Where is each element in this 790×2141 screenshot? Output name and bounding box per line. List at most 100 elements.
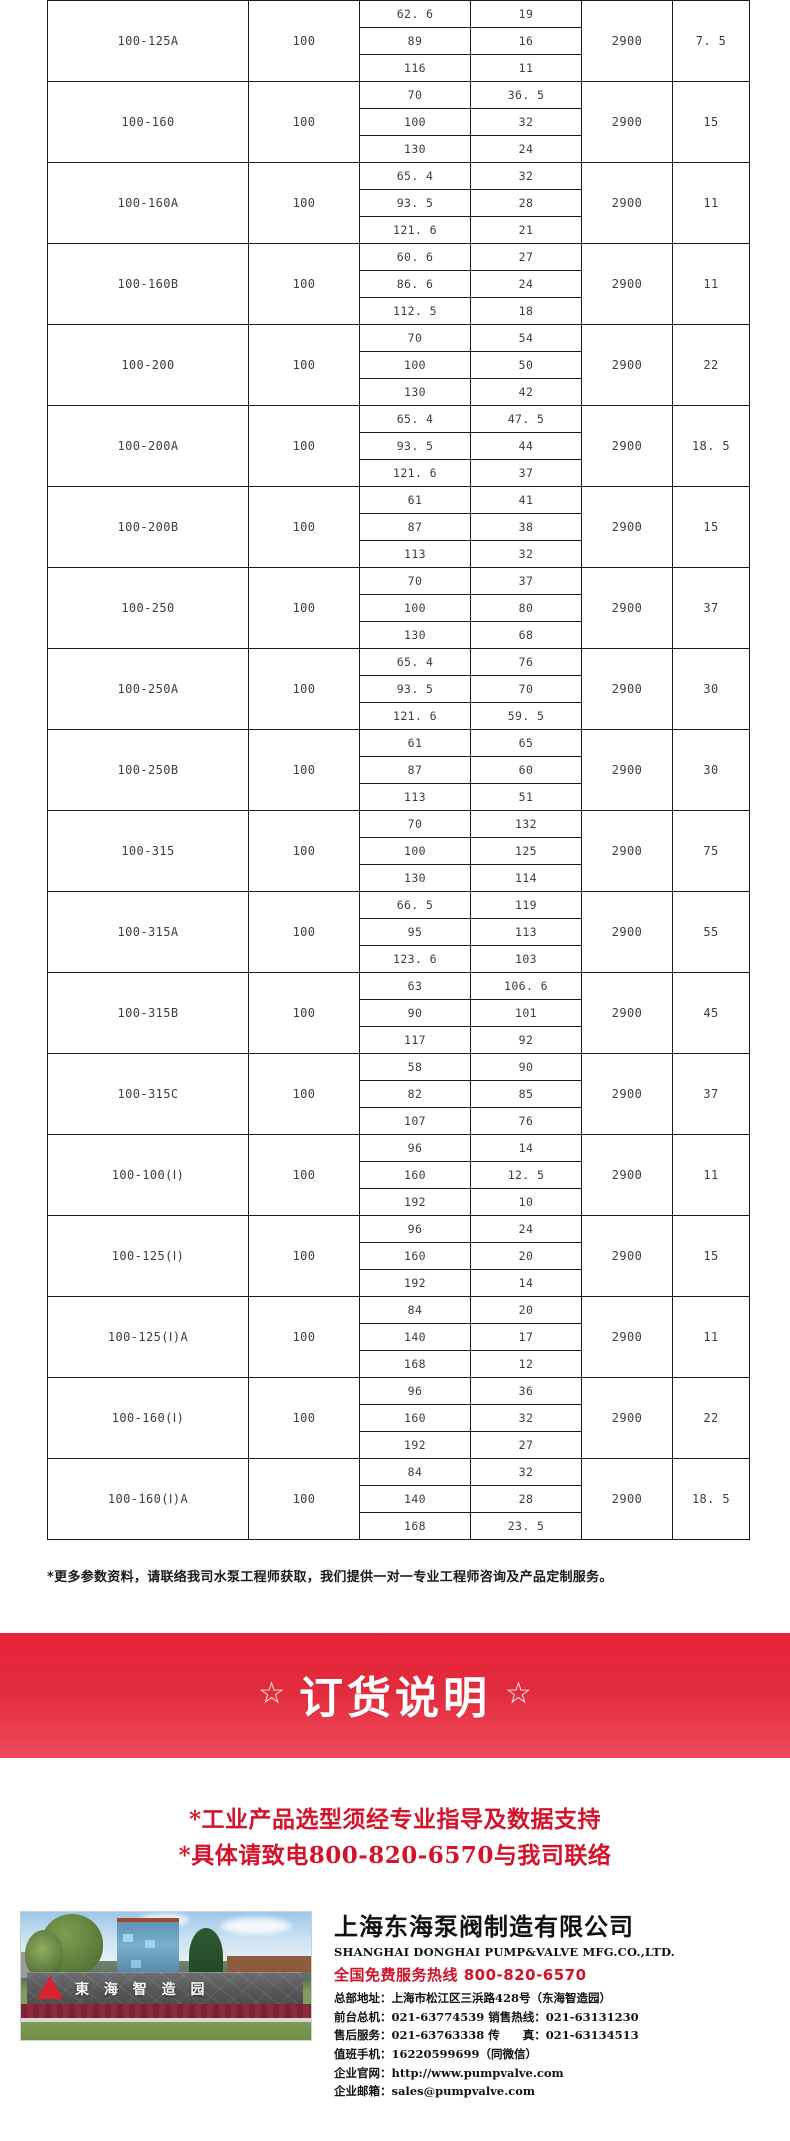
cell-power: 37	[672, 1053, 750, 1135]
cell-head: 85	[470, 1080, 582, 1108]
cell-flow: 63	[359, 972, 471, 1000]
table-row: 100-125(Ⅰ)A 100 84 20 2900 11	[47, 1296, 750, 1378]
company-contact-line: 企业官网：http://www.pumpvalve.com	[334, 2065, 564, 2080]
cell-flow: 96	[359, 1377, 471, 1405]
cell-head: 113	[470, 918, 582, 946]
cell-diameter: 100	[248, 243, 360, 325]
table-row: 93. 5 28	[48, 189, 750, 217]
table-row: 100-315B 100 63 106. 6 2900 45	[47, 972, 750, 1054]
cell-model: 100-125(Ⅰ)A	[47, 1296, 249, 1378]
cell-rpm: 2900	[581, 81, 673, 163]
company-info: 上海东海泵阀制造有限公司 SHANGHAI DONGHAI PUMP&VALVE…	[334, 1911, 675, 2101]
cell-flow: 192	[359, 1269, 471, 1297]
cell-flow: 121. 6	[359, 459, 471, 487]
cell-diameter: 100	[248, 1053, 360, 1135]
cell-flow: 87	[359, 756, 471, 784]
cell-diameter: 100	[248, 1458, 360, 1540]
cell-head: 20	[470, 1242, 582, 1270]
cell-head: 27	[470, 243, 582, 271]
cell-head: 28	[470, 1485, 582, 1513]
table-row: 107 76	[48, 1107, 750, 1135]
cell-head: 76	[470, 648, 582, 676]
cell-head: 19	[470, 0, 582, 28]
cell-flow: 100	[359, 594, 471, 622]
cell-rpm: 2900	[581, 405, 673, 487]
cell-rpm: 2900	[581, 1053, 673, 1135]
cell-flow: 116	[359, 54, 471, 82]
cell-power: 7. 5	[672, 0, 750, 82]
cell-head: 51	[470, 783, 582, 811]
cell-head: 21	[470, 216, 582, 244]
company-hotline: 全国免费服务热线 800-820-6570	[334, 1966, 587, 1985]
cell-diameter: 100	[248, 1215, 360, 1297]
cell-flow: 84	[359, 1458, 471, 1486]
cell-head: 27	[470, 1431, 582, 1459]
cell-model: 100-315C	[47, 1053, 249, 1135]
cell-head: 41	[470, 486, 582, 514]
cell-rpm: 2900	[581, 567, 673, 649]
photo-lawn	[21, 2018, 311, 2041]
cell-model: 100-250A	[47, 648, 249, 730]
table-row: 192 14	[48, 1269, 750, 1297]
cell-power: 11	[672, 1134, 750, 1216]
cell-flow: 123. 6	[359, 945, 471, 973]
cell-head: 90	[470, 1053, 582, 1081]
cell-flow: 65. 4	[359, 162, 471, 190]
cell-diameter: 100	[248, 567, 360, 649]
cell-flow: 130	[359, 378, 471, 406]
pump-spec-table: 100-125A 100 62. 6 19 2900 7. 5 89 16 116 11 100-1…	[47, 0, 750, 1540]
cell-head: 37	[470, 459, 582, 487]
cell-flow: 61	[359, 486, 471, 514]
table-row: 100-160 100 70 36. 5 2900 15	[47, 81, 750, 163]
cell-diameter: 100	[248, 324, 360, 406]
cell-flow: 93. 5	[359, 675, 471, 703]
cell-flow: 160	[359, 1404, 471, 1432]
cell-head: 36. 5	[470, 81, 582, 109]
table-row: 130 24	[48, 135, 750, 163]
cell-head: 14	[470, 1134, 582, 1162]
cell-flow: 100	[359, 837, 471, 865]
cell-head: 54	[470, 324, 582, 352]
cell-flow: 121. 6	[359, 216, 471, 244]
table-row: 130 68	[48, 621, 750, 649]
cell-flow: 113	[359, 540, 471, 568]
cell-head: 119	[470, 891, 582, 919]
cell-flow: 112. 5	[359, 297, 471, 325]
table-row: 130 114	[48, 864, 750, 892]
cell-rpm: 2900	[581, 729, 673, 811]
cell-flow: 93. 5	[359, 432, 471, 460]
table-row: 100-160(Ⅰ)A 100 84 32 2900 18. 5	[47, 1458, 750, 1540]
cell-flow: 70	[359, 567, 471, 595]
cell-model: 100-160A	[47, 162, 249, 244]
cell-head: 32	[470, 1404, 582, 1432]
cell-power: 75	[672, 810, 750, 892]
cell-flow: 60. 6	[359, 243, 471, 271]
cell-head: 76	[470, 1107, 582, 1135]
table-row: 100-160(Ⅰ) 100 96 36 2900 22	[47, 1377, 750, 1459]
cell-head: 59. 5	[470, 702, 582, 730]
order-instructions-banner: ☆ 订货说明 ☆	[0, 1633, 790, 1758]
donghai-triangle-logo-icon	[37, 1976, 63, 2000]
cell-flow: 84	[359, 1296, 471, 1324]
signboard-text: 東 海 智 造 园	[75, 1982, 210, 1999]
cell-head: 20	[470, 1296, 582, 1324]
cell-diameter: 100	[248, 1377, 360, 1459]
table-row: 100-250A 100 65. 4 76 2900 30	[47, 648, 750, 730]
cell-head: 38	[470, 513, 582, 541]
cell-rpm: 2900	[581, 648, 673, 730]
slogan-block: *工业产品选型须经专业指导及数据支持 *具体请致电800-820-6570与我司…	[0, 1758, 790, 1883]
cell-flow: 93. 5	[359, 189, 471, 217]
cell-head: 18	[470, 297, 582, 325]
table-row: 100-315C 100 58 90 2900 37	[47, 1053, 750, 1135]
cell-flow: 140	[359, 1323, 471, 1351]
cell-head: 80	[470, 594, 582, 622]
cell-model: 100-250	[47, 567, 249, 649]
table-row: 89 16	[48, 27, 750, 55]
cell-rpm: 2900	[581, 1134, 673, 1216]
cell-flow: 70	[359, 324, 471, 352]
cell-flow: 100	[359, 108, 471, 136]
cell-flow: 58	[359, 1053, 471, 1081]
banner-title: 订货说明	[299, 1672, 491, 1724]
cell-flow: 130	[359, 135, 471, 163]
